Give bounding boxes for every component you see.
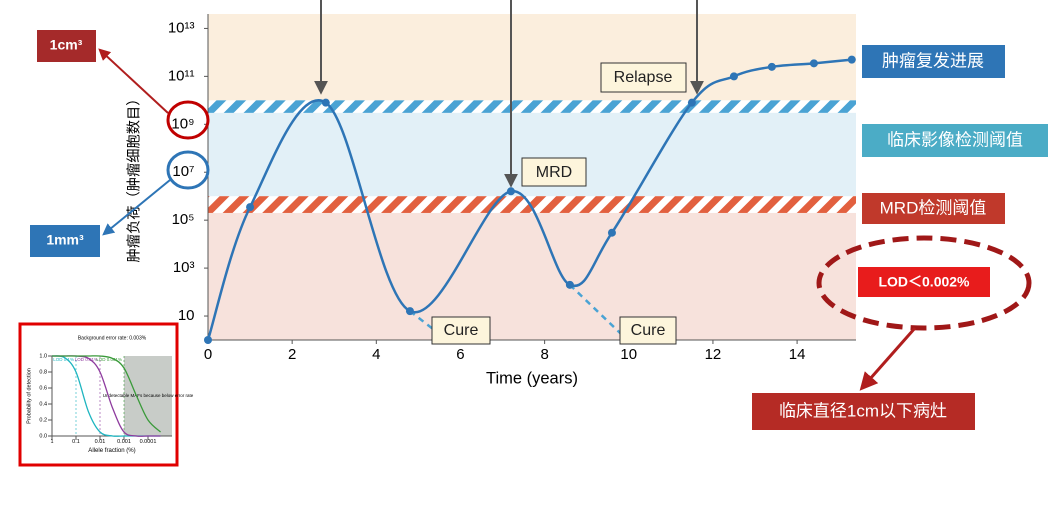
mm3-label: 1mm³ <box>46 232 84 248</box>
x-tick-label: 14 <box>789 346 806 363</box>
arrow <box>102 179 171 236</box>
series-line <box>52 355 161 433</box>
y-tick-label: 10⁹ <box>171 115 194 132</box>
y-tick-label: 10⁵ <box>172 211 195 228</box>
relapse-label: Relapse <box>614 69 673 86</box>
mrd-label: MRD <box>536 164 572 181</box>
data-point <box>204 336 212 344</box>
y-tick-label: 0.0 <box>39 433 47 439</box>
tick-circle <box>166 150 210 190</box>
y-tick-label: 10¹³ <box>168 19 195 36</box>
callouts: Relapse MRD Cure Cure 肿瘤复发进展 临床影像检测阈值 MR… <box>30 30 1048 430</box>
x-axis-label: Allele fraction (%) <box>88 448 135 454</box>
cm3-label: 1cm³ <box>50 37 83 53</box>
progression-label: 肿瘤复发进展 <box>882 51 984 70</box>
cure-label: Cure <box>631 322 666 339</box>
lod-label: LOD 0.001% <box>96 357 122 362</box>
data-point <box>767 62 776 71</box>
lod-ellipse <box>816 235 1032 331</box>
data-point <box>321 98 330 107</box>
note: Undetectable MAFs because below error ra… <box>103 393 194 398</box>
inset-title: Background error rate: 0.003% <box>78 335 147 341</box>
main-chart: 0 2 4 6 8 10 12 14 10 10³ 10⁵ 10⁷ 10⁹ 10¹¹ 10¹³ Time (y… <box>125 14 856 387</box>
data-point <box>847 55 856 64</box>
x-tick-label: 1 <box>50 439 53 445</box>
data-point <box>809 59 818 68</box>
y-tick-label: 10⁷ <box>172 163 194 180</box>
cm3-box <box>37 30 96 62</box>
data-point <box>729 72 738 81</box>
cure-tail <box>569 283 626 339</box>
inset-chart: LOD 0.1% LOD 0.01%LOD 0.001% Undetectable … <box>26 335 193 454</box>
x-tick-label: 6 <box>456 346 464 363</box>
tick-circle <box>166 100 210 140</box>
x-axis-label: Time (years) <box>486 369 578 387</box>
data-point <box>506 187 515 196</box>
band-label: 临床影像检测阈值 <box>887 130 1023 149</box>
lod-label: LOD 0.1% <box>53 357 74 362</box>
arrow <box>859 327 917 391</box>
cure-label: Cure <box>444 322 479 339</box>
y-tick-label: 10¹¹ <box>168 67 195 84</box>
x-tick-label: 0 <box>204 346 212 363</box>
lod-label: LOD＜0.002% <box>878 274 970 290</box>
progression-box <box>862 45 1005 78</box>
x-tick-label: 12 <box>705 346 722 363</box>
x-tick-label: 8 <box>540 346 548 363</box>
data-point <box>687 98 696 107</box>
x-tick-label: 0.01 <box>95 439 106 445</box>
x-tick-label: 4 <box>372 346 380 363</box>
y-tick-label: 0.8 <box>39 369 47 375</box>
arrows <box>314 0 704 188</box>
zone <box>208 212 856 340</box>
mm3-box <box>30 225 100 257</box>
label-box <box>619 316 677 345</box>
band-box <box>862 124 1048 157</box>
data-point <box>246 203 255 212</box>
data-point <box>607 228 616 237</box>
x-tick-label: 0.0001 <box>140 439 157 445</box>
lesion-box <box>752 393 975 430</box>
undetectable-zone <box>124 356 172 436</box>
y-tick-label: 0.6 <box>39 385 47 391</box>
zone <box>208 14 856 101</box>
data-point <box>565 280 574 289</box>
data-point <box>405 307 414 316</box>
series-line <box>206 58 852 341</box>
lod-box <box>858 267 990 297</box>
x-tick-label: 0.001 <box>117 439 131 445</box>
threshold-band <box>208 196 856 213</box>
band-box <box>862 193 1005 224</box>
label-box <box>600 62 687 93</box>
y-tick-label: 10³ <box>173 259 195 276</box>
label-box <box>521 157 587 187</box>
x-tick-label: 2 <box>288 346 296 363</box>
x-tick-label: 10 <box>620 346 637 363</box>
y-tick-label: 1.0 <box>39 353 47 359</box>
y-tick-label: 0.4 <box>39 401 47 407</box>
y-tick-label: 0.2 <box>39 417 47 423</box>
y-axis-label: 肿瘤负荷（肿瘤细胞数目） <box>125 91 142 262</box>
x-tick-label: 0.1 <box>72 439 80 445</box>
band-label: MRD检测阈值 <box>880 198 987 217</box>
y-axis-label: Probability of detection <box>26 368 32 424</box>
lod-label: LOD 0.01% <box>75 357 98 362</box>
y-tick-label: 10 <box>178 307 195 324</box>
arrow <box>98 48 169 114</box>
label-box <box>431 316 491 345</box>
lesion-label: 临床直径1cm以下病灶 <box>779 401 947 420</box>
